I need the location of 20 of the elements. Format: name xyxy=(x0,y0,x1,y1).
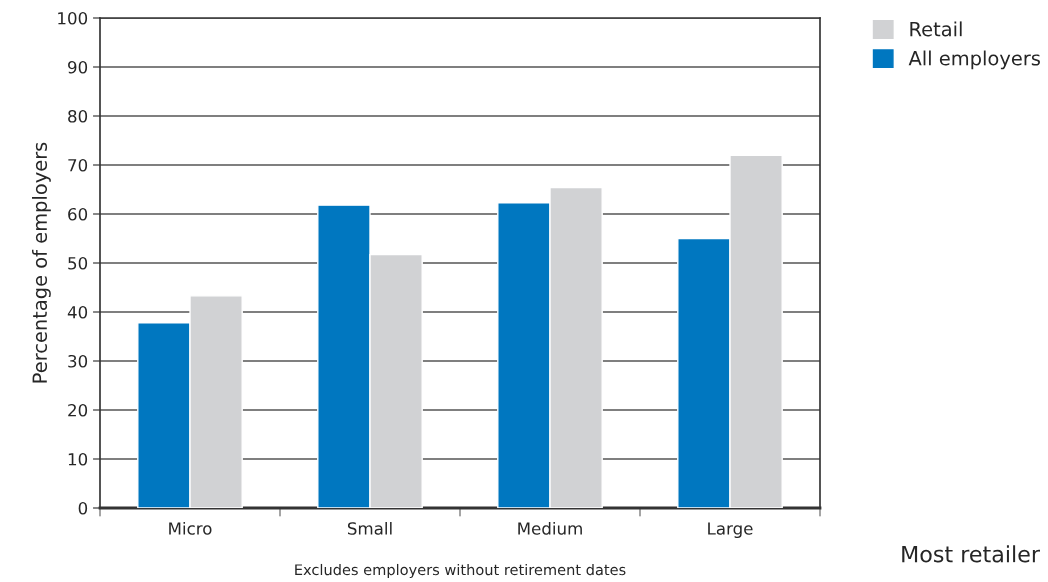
x-tick-label: Large xyxy=(708,522,753,539)
x-tick-label: Medium xyxy=(518,521,582,535)
x-tick-label: Small xyxy=(347,521,392,535)
legend-label: All employers xyxy=(908,50,1040,70)
y-tick-label: 50 xyxy=(68,256,88,270)
y-tick-label: 100 xyxy=(58,11,88,25)
y-tick-label: 20 xyxy=(68,403,88,417)
text: Excludes employers without retirement dates xyxy=(295,563,626,579)
y-tick-label: 0 xyxy=(78,501,88,515)
y-tick-label: 90 xyxy=(68,60,88,74)
x-tick-label: Micro xyxy=(169,521,212,535)
y-tick-label: 30 xyxy=(68,354,88,368)
text: Most retailer xyxy=(902,545,1040,563)
y-tick-label: 60 xyxy=(68,207,88,221)
y-axis-title: Percentage of employers xyxy=(32,142,51,383)
y-tick-label: 80 xyxy=(68,109,88,123)
y-tick-label: 10 xyxy=(68,452,88,466)
legend-label: Retail xyxy=(910,21,962,37)
y-tick-label: 70 xyxy=(68,158,88,172)
y-tick-label: 40 xyxy=(67,305,88,319)
